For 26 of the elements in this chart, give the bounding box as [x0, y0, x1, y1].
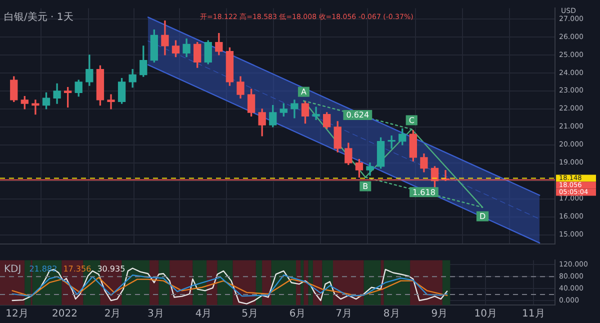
- x-tick-label: 8月: [383, 308, 400, 320]
- x-tick-label: 2022: [52, 308, 78, 320]
- candlestick: [312, 106, 320, 120]
- x-tick-label: 12月: [6, 308, 28, 320]
- candlestick: [107, 94, 115, 110]
- chart-title: 白银/美元 · 1天: [4, 10, 74, 23]
- annotation: A: [300, 87, 307, 96]
- x-tick-label: 11月: [522, 308, 545, 320]
- x-tick-label: 5月: [242, 308, 258, 320]
- x-tick-label: 2月: [104, 308, 121, 320]
- annotation: D: [479, 212, 486, 221]
- x-tick-label: 7月: [336, 308, 352, 320]
- x-tick-label: 9月: [431, 308, 448, 320]
- annotation: B: [362, 182, 368, 191]
- x-tick-label: 6月: [289, 308, 306, 320]
- chart-title: KDJ: [4, 264, 22, 275]
- x-tick-label: 3月: [148, 308, 164, 320]
- annotation: C: [408, 116, 415, 125]
- annotation: 1.618: [412, 188, 436, 197]
- candlestick: [32, 100, 40, 115]
- series-label: 21.882: [29, 264, 58, 274]
- x-tick-label: 4月: [195, 308, 212, 320]
- series-label: 30.935: [97, 264, 126, 274]
- annotation: 0.624: [346, 110, 370, 120]
- x-tick-label: 10月: [474, 308, 497, 320]
- series-label: 17.356: [63, 264, 92, 274]
